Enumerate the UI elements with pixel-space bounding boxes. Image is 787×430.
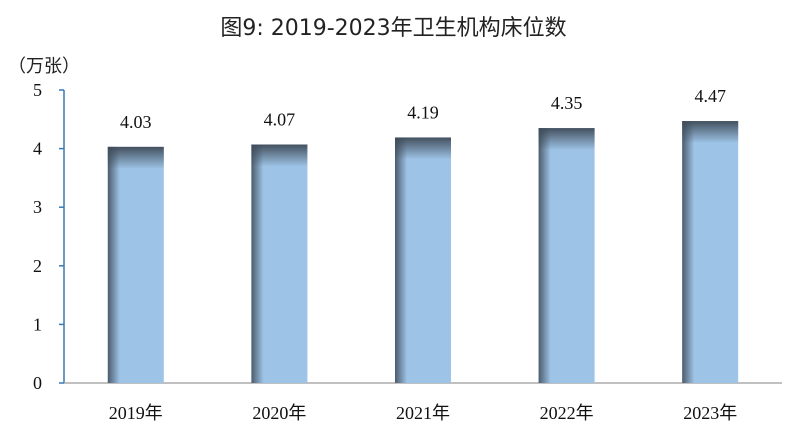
y-tick-label: 5 bbox=[33, 80, 42, 100]
bar-top-shade bbox=[107, 146, 164, 169]
bar-left-shade bbox=[107, 146, 120, 383]
bar-top-shade bbox=[395, 137, 451, 160]
data-label: 4.35 bbox=[551, 93, 583, 113]
x-tick-label: 2022年 bbox=[540, 403, 594, 423]
x-tick-label: 2023年 bbox=[683, 403, 737, 423]
y-tick-label: 3 bbox=[33, 197, 42, 217]
y-tick-label: 2 bbox=[33, 256, 42, 276]
bar-top-shade bbox=[682, 121, 739, 144]
data-label: 4.03 bbox=[120, 112, 152, 132]
bar-left-shade bbox=[538, 128, 551, 383]
y-tick-label: 0 bbox=[33, 373, 42, 393]
bar-top-shade bbox=[251, 144, 308, 167]
x-tick-label: 2021年 bbox=[396, 403, 450, 423]
data-label: 4.19 bbox=[407, 102, 439, 122]
chart-title: 图9: 2019-2023年卫生机构床位数 bbox=[220, 16, 567, 41]
y-tick-label: 1 bbox=[33, 314, 42, 334]
labels: 4.03 2019年 4.07 2020年 4.19 2021年 4.35 2022年 4.47… bbox=[109, 86, 737, 423]
bar-left-shade bbox=[682, 121, 695, 384]
bar-left-shade bbox=[395, 137, 407, 383]
y-axis-unit: （万张） bbox=[8, 56, 80, 77]
bar-left-shade bbox=[251, 144, 264, 383]
bar-top-shade bbox=[538, 128, 595, 151]
bars bbox=[107, 121, 739, 384]
data-label: 4.07 bbox=[264, 109, 296, 129]
y-tick-label: 4 bbox=[33, 139, 42, 159]
x-tick-label: 2020年 bbox=[252, 403, 306, 423]
data-label: 4.47 bbox=[694, 86, 726, 106]
x-tick-label: 2019年 bbox=[109, 403, 163, 423]
